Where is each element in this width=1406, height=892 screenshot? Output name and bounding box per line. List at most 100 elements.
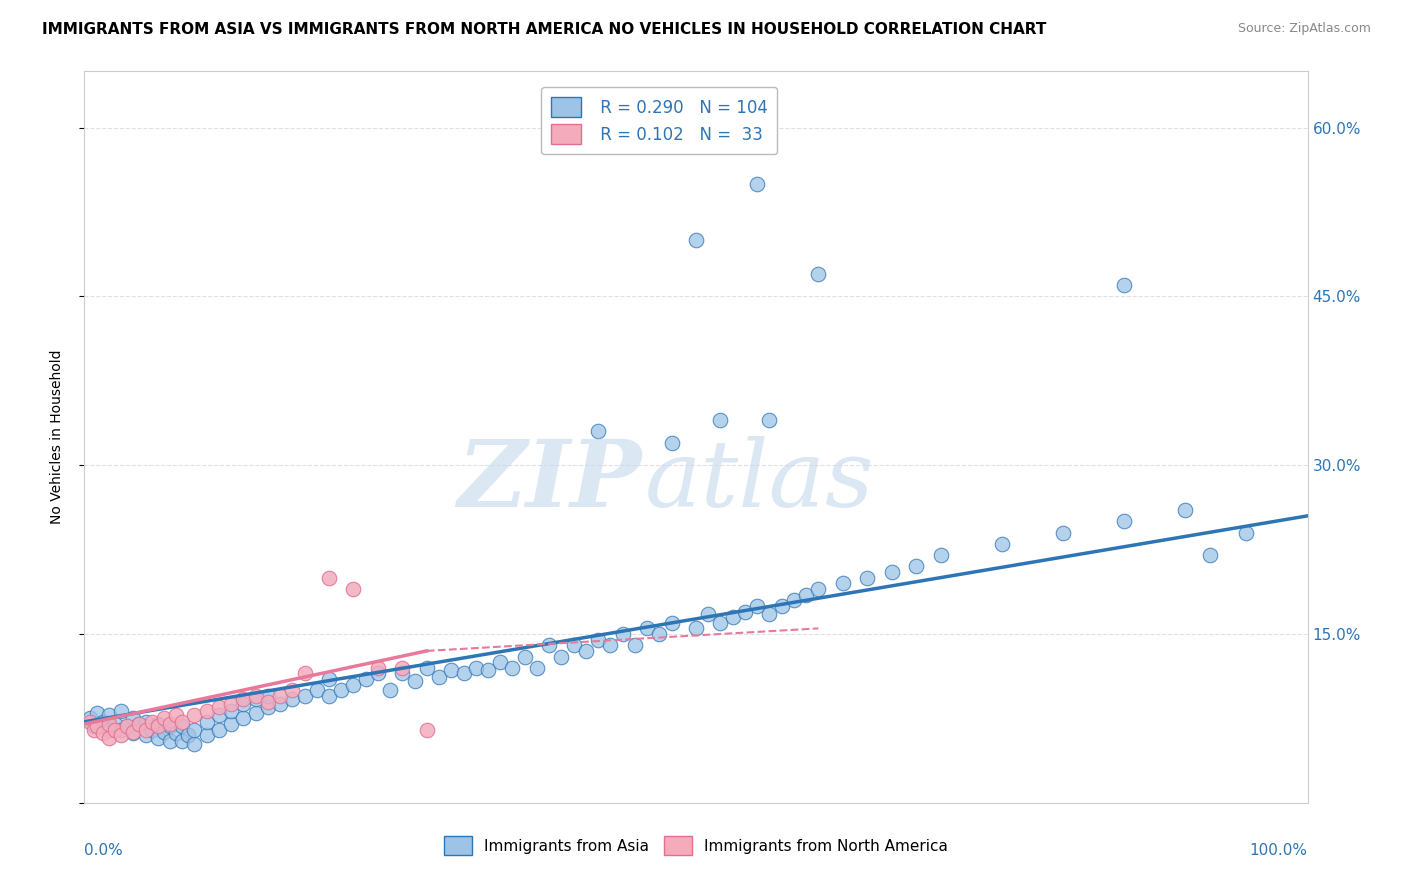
Point bbox=[110, 728, 132, 742]
Point bbox=[257, 689, 280, 703]
Point bbox=[294, 666, 316, 681]
Point bbox=[305, 683, 328, 698]
Text: 0.0%: 0.0% bbox=[84, 843, 124, 858]
Point bbox=[269, 697, 291, 711]
Point bbox=[477, 663, 499, 677]
Point bbox=[367, 661, 389, 675]
Point bbox=[153, 711, 176, 725]
Point bbox=[159, 719, 181, 733]
Point bbox=[183, 708, 205, 723]
Point bbox=[86, 706, 108, 720]
Point bbox=[453, 666, 475, 681]
Point bbox=[159, 717, 181, 731]
Point bbox=[177, 728, 200, 742]
Point bbox=[86, 719, 108, 733]
Point bbox=[195, 704, 218, 718]
Point bbox=[404, 674, 426, 689]
Point bbox=[208, 723, 231, 737]
Point bbox=[219, 704, 242, 718]
Point bbox=[97, 723, 120, 737]
Point bbox=[391, 661, 413, 675]
Point bbox=[747, 599, 769, 613]
Point bbox=[685, 233, 707, 247]
Point bbox=[104, 717, 127, 731]
Point bbox=[758, 413, 780, 427]
Point bbox=[929, 548, 952, 562]
Point bbox=[122, 725, 145, 739]
Point bbox=[612, 627, 634, 641]
Text: IMMIGRANTS FROM ASIA VS IMMIGRANTS FROM NORTH AMERICA NO VEHICLES IN HOUSEHOLD C: IMMIGRANTS FROM ASIA VS IMMIGRANTS FROM … bbox=[42, 22, 1046, 37]
Point bbox=[1174, 503, 1197, 517]
Point bbox=[562, 638, 585, 652]
Point bbox=[97, 731, 120, 745]
Point bbox=[502, 661, 524, 675]
Point bbox=[489, 655, 512, 669]
Point bbox=[141, 714, 163, 729]
Point bbox=[747, 177, 769, 191]
Point bbox=[856, 571, 879, 585]
Point bbox=[79, 711, 101, 725]
Point bbox=[636, 621, 658, 635]
Point bbox=[195, 728, 218, 742]
Point bbox=[807, 582, 830, 596]
Point bbox=[342, 678, 364, 692]
Point bbox=[538, 638, 561, 652]
Point bbox=[709, 413, 731, 427]
Point bbox=[342, 582, 364, 596]
Point bbox=[624, 638, 647, 652]
Point bbox=[232, 711, 254, 725]
Point bbox=[172, 719, 194, 733]
Point bbox=[115, 719, 138, 733]
Point bbox=[440, 663, 463, 677]
Y-axis label: No Vehicles in Household: No Vehicles in Household bbox=[49, 350, 63, 524]
Text: 100.0%: 100.0% bbox=[1250, 843, 1308, 858]
Point bbox=[86, 717, 108, 731]
Point bbox=[1198, 548, 1220, 562]
Point bbox=[232, 697, 254, 711]
Point bbox=[146, 717, 169, 731]
Point bbox=[416, 661, 439, 675]
Point bbox=[172, 714, 194, 729]
Point bbox=[269, 689, 291, 703]
Point bbox=[770, 599, 793, 613]
Point bbox=[318, 672, 340, 686]
Point bbox=[159, 734, 181, 748]
Point bbox=[586, 425, 609, 439]
Point bbox=[245, 689, 267, 703]
Point bbox=[709, 615, 731, 630]
Point bbox=[245, 706, 267, 720]
Point bbox=[661, 615, 683, 630]
Point bbox=[110, 723, 132, 737]
Point bbox=[83, 719, 105, 733]
Point bbox=[1114, 515, 1136, 529]
Point bbox=[586, 632, 609, 647]
Point bbox=[128, 717, 150, 731]
Point bbox=[153, 725, 176, 739]
Point bbox=[141, 723, 163, 737]
Point bbox=[1052, 525, 1074, 540]
Point bbox=[575, 644, 598, 658]
Point bbox=[330, 683, 353, 698]
Point bbox=[172, 734, 194, 748]
Point bbox=[219, 697, 242, 711]
Point bbox=[831, 576, 853, 591]
Point bbox=[195, 714, 218, 729]
Point bbox=[367, 666, 389, 681]
Point bbox=[648, 627, 671, 641]
Point bbox=[318, 571, 340, 585]
Point bbox=[83, 723, 105, 737]
Point bbox=[104, 723, 127, 737]
Point bbox=[146, 719, 169, 733]
Point bbox=[464, 661, 486, 675]
Point bbox=[416, 723, 439, 737]
Point bbox=[257, 694, 280, 708]
Point bbox=[232, 692, 254, 706]
Point bbox=[697, 607, 720, 621]
Point bbox=[391, 666, 413, 681]
Legend: Immigrants from Asia, Immigrants from North America: Immigrants from Asia, Immigrants from No… bbox=[439, 830, 953, 861]
Point bbox=[257, 700, 280, 714]
Point bbox=[1236, 525, 1258, 540]
Point bbox=[685, 621, 707, 635]
Point bbox=[135, 714, 157, 729]
Point bbox=[97, 708, 120, 723]
